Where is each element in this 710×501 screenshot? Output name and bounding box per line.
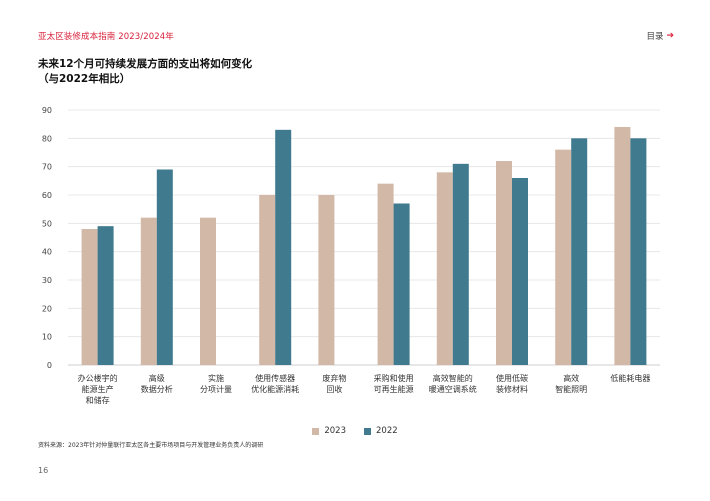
x-category-label: 采购和使用可再生能源 xyxy=(374,373,414,394)
table-of-contents-link[interactable]: 目录 ➔ xyxy=(646,30,674,42)
y-tick-label: 70 xyxy=(42,163,52,172)
chart-title: 未来12个月可持续发展方面的支出将如何变化 （与2022年相比） xyxy=(38,57,252,87)
bar-2023-2 xyxy=(200,217,216,365)
report-title: 亚太区装修成本指南 2023/2024年 xyxy=(38,32,174,42)
x-category-label: 废弃物回收 xyxy=(322,373,346,394)
y-tick-label: 20 xyxy=(42,304,52,313)
legend-label-2023: 2023 xyxy=(324,426,346,436)
legend-swatch-2022 xyxy=(364,427,371,435)
x-category-label: 实施分项计量 xyxy=(200,373,232,394)
bar-2022-7 xyxy=(512,178,528,365)
arrow-right-icon: ➔ xyxy=(666,31,674,41)
legend-label-2022: 2022 xyxy=(376,426,398,436)
x-category-label: 高级数据分析 xyxy=(141,373,173,394)
x-category-label: 使用低碳装修材料 xyxy=(496,373,528,394)
bar-2023-8 xyxy=(555,149,572,365)
source-note: 资料来源：2023年针对仲量联行亚太区各主要市场项目与开发管理业务负责人的调研 xyxy=(38,442,264,449)
bar-2023-0 xyxy=(81,229,98,365)
y-tick-label: 40 xyxy=(42,248,52,257)
bar-2022-1 xyxy=(156,169,173,365)
y-tick-label: 90 xyxy=(42,106,52,115)
chart-title-line: 未来12个月可持续发展方面的支出将如何变化 xyxy=(38,58,253,70)
x-category-label: 低能耗电器 xyxy=(610,373,650,383)
bar-2022-8 xyxy=(571,138,588,365)
y-tick-label: 60 xyxy=(42,191,52,200)
x-category-label: 高效智能的暖通空调系统 xyxy=(429,373,477,394)
chart-legend: 2023 2022 xyxy=(0,426,710,436)
x-category-label: 使用传感器优化能源消耗 xyxy=(251,373,299,394)
bar-2023-6 xyxy=(436,172,453,365)
y-tick-label: 30 xyxy=(42,276,52,285)
legend-item-2022: 2022 xyxy=(364,426,398,436)
bar-2022-5 xyxy=(393,203,410,365)
bar-chart: 0 10 20 30 40 50 60 70 80 90 办公楼宇的能源生产和储存 高级数据分析 实施分… xyxy=(42,106,660,405)
bar-2023-1 xyxy=(140,217,157,365)
x-category-label: 办公楼宇的能源生产和储存 xyxy=(78,373,118,405)
legend-item-2023: 2023 xyxy=(312,426,346,436)
x-category-label: 高效智能照明 xyxy=(555,373,587,394)
bar-2022-6 xyxy=(452,163,469,365)
bar-2023-3 xyxy=(259,195,276,365)
bar-2022-9 xyxy=(630,138,647,365)
bar-2023-4 xyxy=(318,195,335,365)
bar-2022-3 xyxy=(275,129,292,365)
toc-label: 目录 xyxy=(646,32,664,42)
y-tick-label: 10 xyxy=(42,333,52,342)
bar-2023-7 xyxy=(496,161,512,365)
page-number: 16 xyxy=(38,466,49,475)
legend-swatch-2023 xyxy=(312,427,320,435)
y-tick-label: 50 xyxy=(42,219,52,228)
bar-2023-9 xyxy=(614,127,631,365)
chart-subtitle-line: （与2022年相比） xyxy=(38,73,131,85)
bar-2023-5 xyxy=(377,183,394,365)
y-tick-label: 0 xyxy=(47,361,52,370)
bar-2022-0 xyxy=(97,226,114,365)
y-tick-label: 80 xyxy=(42,134,52,143)
